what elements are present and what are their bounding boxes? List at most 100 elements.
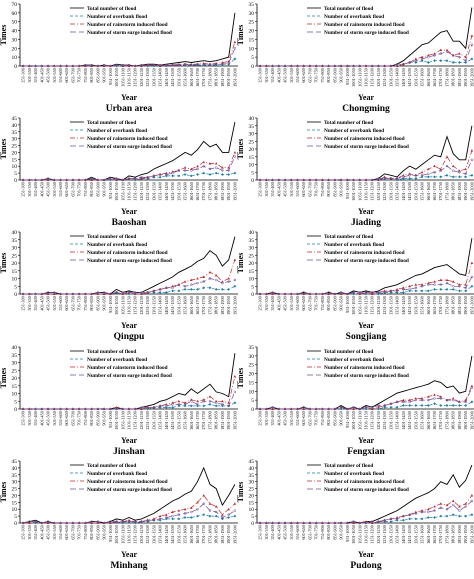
x-tick-label: 1551-1600 (183, 181, 188, 201)
data-point (214, 401, 218, 405)
x-tick-label: 1601-1650 (189, 410, 194, 430)
data-point (28, 178, 31, 181)
data-point (28, 64, 31, 67)
y-tick-label: 45 (12, 459, 18, 465)
data-point (426, 289, 430, 293)
legend-label: Number of overbank flood (87, 357, 147, 363)
legend-label: Number of rainstorm induced flood (87, 136, 168, 142)
x-tick-label: 901-950 (102, 181, 107, 196)
x-tick-label: 1601-1650 (426, 181, 431, 201)
y-tick-label: 5 (251, 398, 254, 404)
data-point (370, 291, 374, 294)
data-point (265, 407, 268, 411)
data-point (71, 407, 75, 411)
data-point (408, 288, 411, 291)
data-point (133, 292, 137, 295)
x-tick-label: 1501-1550 (413, 181, 418, 201)
x-tick-label: 1351-1400 (395, 295, 400, 315)
legend-label: Number of rainstorm induced flood (87, 22, 168, 28)
x-tick-label: 1401-1450 (164, 295, 169, 315)
data-point (414, 61, 418, 64)
data-point (171, 517, 174, 521)
x-tick-label: 601-650 (64, 410, 69, 425)
data-point (190, 400, 193, 403)
data-point (65, 292, 68, 296)
data-point (59, 521, 62, 525)
x-tick-label: 1701-1750 (201, 67, 206, 87)
x-tick-label: 1101-1150 (364, 67, 369, 87)
y-tick-label: 25 (249, 253, 255, 259)
x-tick-label: 401-450 (39, 67, 44, 82)
data-point (233, 502, 237, 505)
x-tick-label: 1051-1100 (357, 410, 362, 430)
data-point (352, 64, 355, 68)
data-point (389, 520, 393, 524)
x-tick-label: 1701-1750 (201, 181, 206, 201)
data-point (102, 178, 106, 182)
x-tick-label: 601-650 (64, 181, 69, 196)
data-point (53, 178, 56, 182)
x-tick-label: 301-350 (264, 524, 269, 539)
data-point (439, 404, 443, 407)
data-point (420, 404, 424, 407)
y-tick-label: 10 (12, 277, 18, 283)
x-tick-label: 601-650 (301, 295, 306, 310)
x-tick-label: 1001-1050 (351, 524, 356, 544)
x-tick-label: 1301-1350 (388, 524, 393, 544)
data-point (140, 292, 143, 295)
data-point (221, 281, 224, 285)
data-point (109, 407, 112, 410)
legend-label: Total number of flood (87, 120, 136, 126)
y-tick-label: 15 (249, 500, 255, 506)
y-tick-label: 0 (251, 178, 254, 184)
data-point (370, 64, 374, 68)
data-point (308, 521, 312, 525)
legend-label: Number of overbank flood (87, 242, 147, 248)
data-point (227, 169, 230, 172)
data-point (52, 292, 56, 295)
x-tick-label: 1551-1600 (420, 67, 425, 87)
data-point (115, 407, 118, 411)
x-tick-label: 1601-1650 (189, 524, 194, 544)
x-tick-label: 1301-1350 (151, 295, 156, 315)
data-point (458, 175, 461, 179)
data-point (433, 287, 436, 291)
data-point (233, 401, 237, 405)
x-tick-label: 301-350 (264, 181, 269, 196)
y-tick-label: 0 (14, 64, 17, 70)
x-tick-label: 1451-1500 (407, 181, 412, 201)
x-tick-label: 1651-1700 (432, 181, 437, 201)
legend-label: Total number of flood (324, 349, 373, 355)
y-tick-label: 60 (12, 11, 18, 17)
data-point (84, 178, 87, 181)
x-tick-label: 1401-1450 (401, 524, 406, 544)
data-point (395, 517, 399, 521)
y-tick-label: 30 (12, 137, 18, 143)
data-point (190, 63, 193, 67)
data-point (227, 287, 231, 291)
legend-label: Number of overbank flood (324, 128, 384, 134)
data-point (401, 291, 405, 294)
x-tick-label: 551-600 (58, 181, 63, 196)
y-tick-label: 30 (249, 354, 255, 360)
x-tick-label: 651-700 (70, 67, 75, 82)
x-tick-label: 1951-2000 (232, 67, 237, 87)
data-point (21, 521, 25, 525)
data-point (265, 521, 268, 525)
data-point (158, 291, 162, 294)
x-tick-label: 1951-2000 (469, 295, 474, 315)
x-tick-label: 1201-1250 (376, 410, 381, 430)
x-tick-label: 1251-1300 (382, 295, 387, 315)
x-tick-label: 1951-2000 (232, 181, 237, 201)
x-tick-label: 551-600 (295, 295, 300, 310)
x-tick-label: 1051-1100 (120, 524, 125, 544)
data-point (214, 166, 218, 169)
data-point (377, 404, 380, 407)
data-point (171, 171, 174, 175)
y-tick-label: 30 (12, 246, 18, 252)
y-tick-label: 30 (12, 361, 18, 367)
data-point (46, 177, 50, 180)
